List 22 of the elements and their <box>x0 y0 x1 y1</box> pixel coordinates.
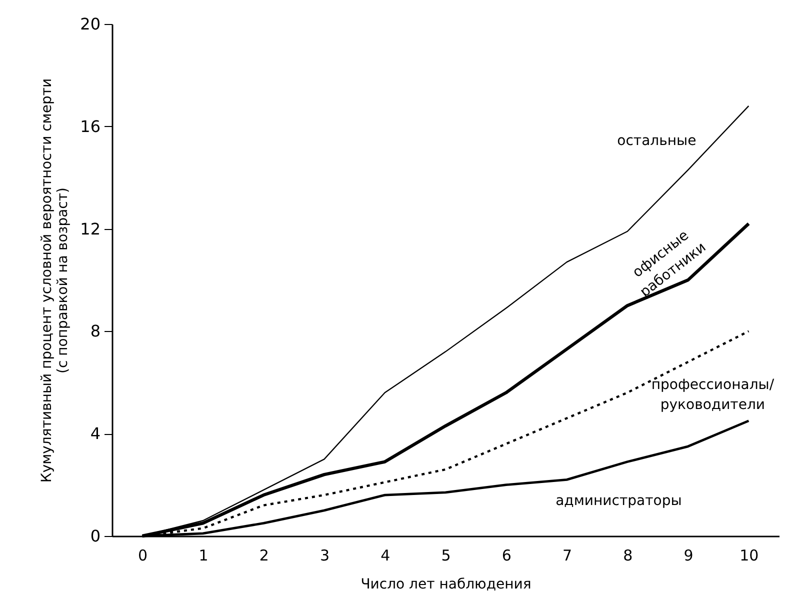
y-tick-label: 8 <box>90 322 100 341</box>
x-tick-label: 1 <box>198 546 208 564</box>
x-tick-label: 10 <box>740 546 759 564</box>
x-tick-label: 6 <box>502 546 512 564</box>
series-label: остальные <box>617 132 696 149</box>
x-tick-label: 0 <box>138 546 148 564</box>
x-tick-label: 4 <box>380 546 390 564</box>
x-axis-title: Число лет наблюдения <box>360 576 532 592</box>
x-tick-label: 5 <box>441 546 451 564</box>
x-tick-label: 8 <box>623 546 633 564</box>
series-label: администраторы <box>556 492 682 509</box>
y-tick-label: 0 <box>90 526 100 546</box>
y-tick-label: 4 <box>90 424 100 444</box>
y-tick-label: 16 <box>80 116 100 136</box>
x-tick-label: 9 <box>684 546 694 564</box>
series-label: профессионалы/ руководители <box>651 377 774 414</box>
x-tick-label: 3 <box>320 546 330 564</box>
x-tick-label: 7 <box>562 546 572 564</box>
y-axis-title: Кумулятивный процент условной вероятности смерти (с поправкой на возраст) <box>39 78 72 483</box>
y-tick-label: 20 <box>80 14 100 34</box>
x-tick-label: 2 <box>259 546 269 564</box>
y-tick-label: 12 <box>80 219 100 238</box>
